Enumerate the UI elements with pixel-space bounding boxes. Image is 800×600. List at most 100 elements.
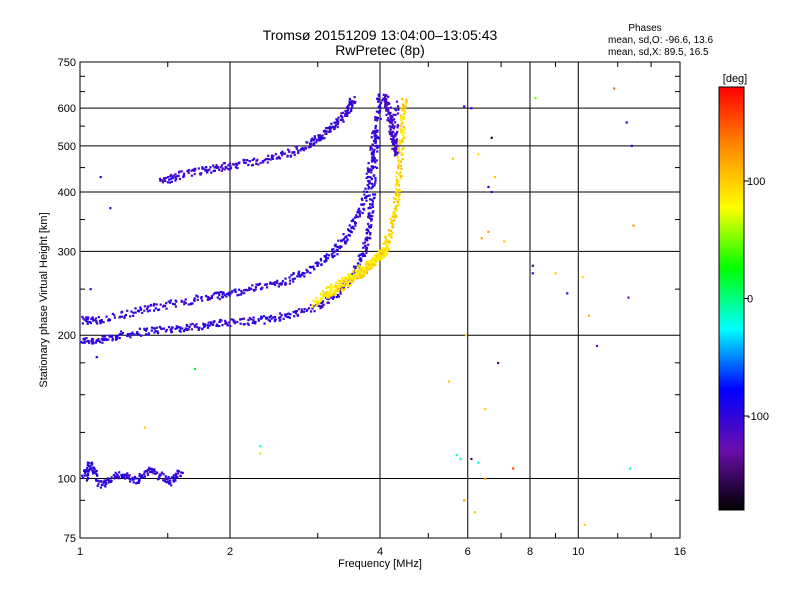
data-point — [295, 310, 298, 313]
data-point — [172, 176, 175, 180]
data-point — [318, 137, 322, 140]
data-point — [369, 233, 372, 236]
data-point — [368, 181, 371, 184]
data-point — [344, 236, 347, 239]
data-point — [388, 233, 391, 236]
data-point — [344, 242, 347, 245]
data-point — [178, 177, 182, 181]
data-point — [268, 315, 271, 319]
data-point — [318, 135, 321, 138]
data-point — [227, 293, 231, 296]
data-point — [86, 463, 89, 467]
data-point — [379, 255, 383, 258]
data-point — [240, 291, 243, 294]
data-point — [337, 239, 340, 242]
data-point — [300, 308, 303, 311]
data-point — [198, 326, 201, 329]
data-point — [384, 240, 387, 243]
data-point — [187, 169, 190, 172]
data-point — [463, 499, 466, 502]
data-point — [377, 249, 380, 252]
data-point — [369, 261, 372, 264]
data-point — [397, 160, 400, 163]
data-point — [315, 297, 318, 300]
data-point — [219, 320, 222, 323]
data-point — [317, 262, 320, 265]
x-tick-label: 4 — [377, 546, 383, 558]
data-point — [394, 109, 398, 112]
data-point — [396, 130, 399, 134]
data-point — [247, 323, 250, 326]
data-point — [320, 263, 323, 266]
chart-subtitle: RwPretec (8p) — [335, 42, 424, 58]
data-point — [382, 242, 385, 245]
data-point — [347, 103, 350, 107]
data-point — [225, 322, 228, 325]
data-point — [338, 245, 341, 248]
data-point — [348, 100, 351, 103]
data-point — [323, 255, 326, 258]
data-point — [182, 330, 186, 333]
data-point — [367, 265, 370, 269]
data-point — [242, 317, 245, 320]
data-point — [339, 282, 343, 285]
data-point — [224, 319, 227, 322]
data-point — [367, 230, 370, 233]
data-point — [167, 326, 171, 329]
data-point — [137, 479, 141, 482]
data-point — [326, 286, 329, 289]
data-point — [229, 292, 232, 295]
data-point — [253, 322, 257, 325]
data-point — [250, 318, 253, 321]
data-point — [218, 298, 221, 301]
data-point — [400, 131, 404, 134]
data-point — [278, 282, 281, 286]
data-point — [372, 193, 375, 196]
data-point — [346, 285, 350, 288]
data-point — [398, 198, 401, 201]
data-point — [164, 475, 167, 478]
data-point — [392, 130, 395, 133]
data-point — [85, 318, 88, 321]
data-point — [360, 253, 363, 256]
data-point — [293, 153, 296, 157]
data-point — [399, 125, 402, 128]
data-point — [358, 274, 361, 277]
data-point — [394, 121, 397, 124]
data-point — [169, 479, 172, 482]
data-point — [490, 190, 493, 194]
data-point — [128, 477, 132, 481]
data-point — [373, 132, 376, 135]
data-point — [266, 161, 269, 164]
data-point — [360, 203, 363, 206]
data-point — [382, 97, 385, 100]
data-point — [116, 334, 120, 337]
data-point — [86, 466, 89, 469]
data-point — [370, 178, 374, 181]
data-point — [291, 151, 294, 154]
data-point — [146, 310, 149, 313]
data-point — [95, 356, 98, 359]
data-point — [92, 472, 95, 475]
data-point — [333, 254, 336, 257]
data-point — [354, 274, 357, 277]
data-point — [140, 475, 143, 478]
data-point — [356, 262, 360, 265]
data-point — [281, 280, 284, 283]
data-point — [312, 139, 316, 142]
data-point — [96, 484, 99, 488]
data-point — [391, 215, 394, 218]
data-point — [347, 233, 350, 237]
data-point — [257, 163, 260, 166]
data-point — [163, 480, 167, 483]
data-point — [329, 127, 332, 130]
data-point — [370, 156, 374, 159]
data-point — [225, 166, 228, 169]
data-point — [235, 162, 238, 165]
data-point — [165, 328, 168, 332]
y-tick-label: 500 — [58, 141, 76, 153]
data-point — [294, 312, 297, 315]
data-point — [399, 128, 402, 131]
data-point — [484, 407, 487, 411]
data-point — [402, 117, 405, 120]
